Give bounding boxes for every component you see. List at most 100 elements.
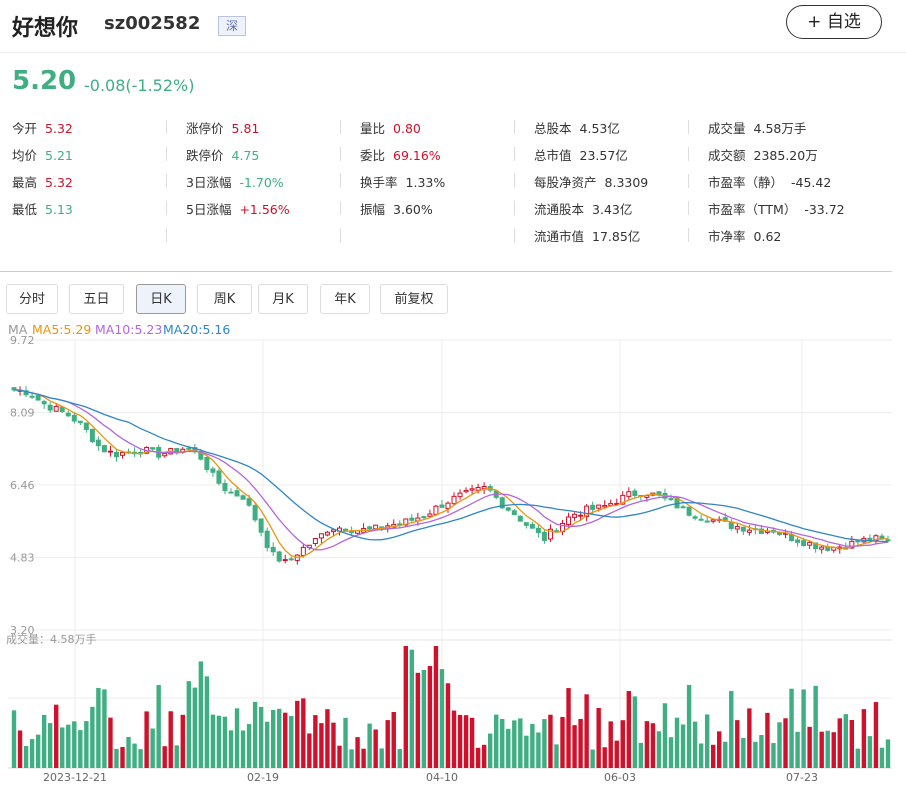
candle-body (475, 486, 481, 491)
stat-separator (514, 147, 515, 161)
volume-bar (542, 719, 547, 768)
stat-label: 振幅 (360, 202, 386, 217)
volume-bar (445, 683, 451, 768)
candle-body (367, 526, 373, 530)
volume-bar (301, 698, 306, 768)
add-watchlist-button[interactable]: + 自选 (786, 5, 882, 39)
stat-value: 4.53亿 (579, 121, 620, 136)
stat-value: 3.43亿 (592, 202, 633, 217)
stat-value: 23.57亿 (579, 148, 628, 163)
stat-item: 跌停价 4.75 (186, 145, 259, 164)
stat-value: -33.72 (804, 202, 845, 217)
volume-bar (162, 746, 167, 768)
candle-body (95, 439, 101, 447)
stat-separator (514, 228, 515, 242)
candle-body (523, 522, 529, 526)
candle-body (867, 537, 873, 542)
volume-bar (819, 731, 824, 768)
candle-body (445, 502, 451, 509)
candle-body (252, 505, 258, 521)
stat-item: 流通市值 17.85亿 (534, 226, 640, 245)
stat-value: +1.56% (239, 202, 290, 217)
candle-body (41, 401, 47, 405)
candle-body (758, 528, 764, 534)
stat-separator (340, 147, 341, 161)
ma10-line (13, 389, 889, 551)
volume-bar (29, 739, 35, 768)
candle-body (282, 559, 288, 562)
stat-separator (340, 120, 341, 134)
candle-body (740, 526, 746, 532)
tab-five-day[interactable]: 五日 (69, 284, 124, 314)
volume-bar (264, 721, 270, 768)
volume-bar (698, 743, 704, 768)
volume-bar (96, 687, 101, 768)
candle-body (258, 518, 264, 533)
stat-label: 换手率 (360, 175, 398, 190)
candle-body (529, 523, 535, 529)
candle-body (746, 529, 752, 533)
volume-bar (855, 748, 861, 768)
candle-body (783, 532, 789, 535)
candle-body (499, 497, 505, 509)
volume-bar (35, 734, 41, 768)
volume-bar (668, 737, 674, 768)
volume-bar (186, 681, 192, 768)
stat-value: 1.33% (405, 175, 446, 190)
volume-bar (90, 706, 95, 768)
volume-bar (656, 731, 662, 768)
candle-body (801, 540, 807, 547)
tab-weekly-k[interactable]: 周K (197, 284, 252, 314)
volume-bar (210, 714, 216, 768)
candle-body (126, 451, 132, 454)
stat-value: 0.80 (393, 121, 421, 136)
volume-bar (355, 737, 360, 768)
tab-adjust[interactable]: 前复权 (380, 284, 448, 314)
volume-bar (494, 714, 499, 768)
stat-value: 69.16% (393, 148, 441, 163)
candle-body (716, 518, 722, 521)
tab-yearly-k[interactable]: 年K (320, 284, 370, 314)
candle-body (77, 420, 83, 424)
volume-bar (590, 749, 595, 768)
volume-bar (349, 749, 354, 768)
tab-intraday[interactable]: 分时 (6, 284, 58, 314)
stat-label: 市盈率（TTM） (708, 202, 797, 217)
candle-body (632, 490, 638, 496)
volume-bar (385, 720, 390, 768)
volume-bar (277, 708, 282, 768)
volume-bar (674, 717, 680, 768)
volume-bar (252, 701, 258, 768)
volume-bar (17, 730, 23, 768)
volume-bar (72, 721, 77, 768)
volume-bar (168, 711, 173, 768)
volume-bar (463, 715, 469, 768)
candle-body (752, 528, 758, 531)
candle-body (186, 447, 192, 450)
x-tick-label: 02-19 (247, 771, 279, 784)
volume-bar (283, 712, 288, 768)
candle-body (113, 451, 119, 458)
candle-body (294, 554, 300, 561)
candle-body (23, 390, 29, 396)
stat-item: 最低 5.13 (12, 199, 73, 218)
volume-bar (102, 689, 107, 768)
volume-bar (620, 720, 625, 768)
volume-bar (783, 718, 788, 768)
market-badge: 深 (218, 16, 246, 36)
volume-bar (518, 718, 523, 768)
tab-monthly-k[interactable]: 月K (258, 284, 308, 314)
stat-item: 最高 5.32 (12, 172, 73, 191)
candle-body (439, 504, 445, 508)
candle-body (680, 506, 686, 509)
stat-label: 今开 (12, 121, 38, 136)
tab-daily-k[interactable]: 日K (136, 284, 186, 314)
stat-item: 总市值 23.57亿 (534, 145, 628, 164)
stat-separator (514, 174, 515, 188)
stat-label: 总股本 (534, 121, 572, 136)
volume-bar (753, 741, 758, 768)
candle-body (837, 546, 843, 550)
candle-body (722, 517, 728, 522)
volume-bar (216, 715, 222, 768)
stat-item: 成交量 4.58万手 (708, 118, 806, 137)
